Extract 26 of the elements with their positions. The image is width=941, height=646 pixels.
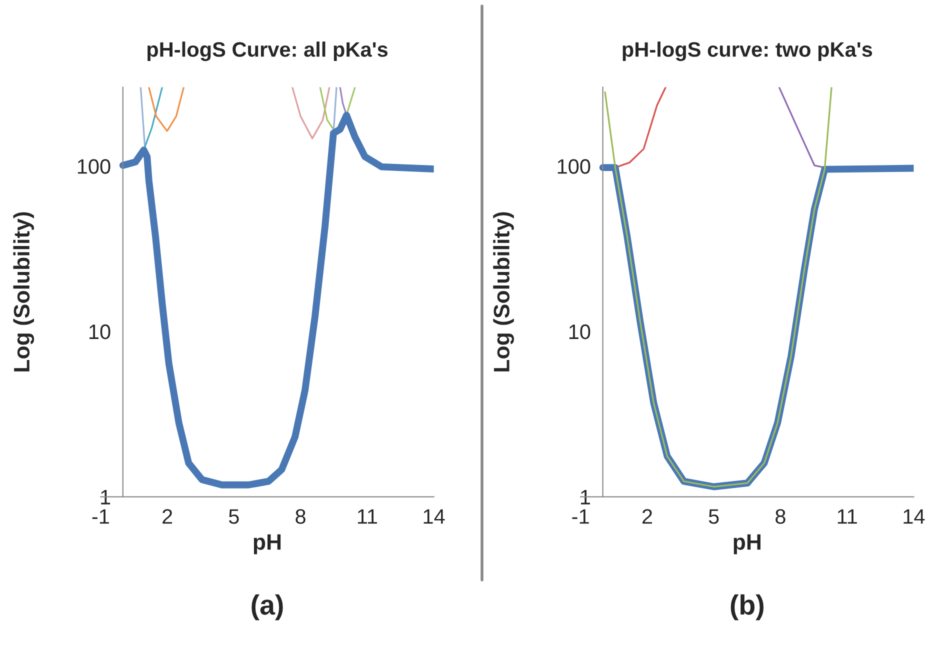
x-tick-label: 11 [838, 509, 857, 524]
chart-title: pH-logS curve: two pKa's [622, 42, 872, 62]
x-tick-label: -1 [572, 509, 589, 524]
x-tick-label: 5 [708, 509, 719, 524]
y-tick-label: 1 [101, 490, 110, 504]
y-axis-title: Log (Solubility) [493, 212, 514, 372]
y-tick-label: 100 [78, 159, 110, 174]
x-tick-label: 14 [424, 509, 445, 524]
x-tick-label: -1 [92, 509, 109, 524]
chart-title: pH-logS Curve: all pKa's [147, 42, 388, 62]
x-tick-label: 5 [228, 509, 239, 524]
y-tick-label: 1 [581, 490, 590, 504]
x-tick-label: 2 [162, 509, 172, 524]
x-tick-label: 11 [358, 509, 377, 524]
x-axis-title: pH [254, 534, 281, 554]
x-axis-title: pH [734, 534, 760, 554]
x-tick-label: 8 [776, 509, 786, 524]
y-tick-label: 10 [569, 324, 590, 340]
y-axis-title: Log (Solubility) [13, 212, 34, 372]
x-tick-label: 2 [642, 509, 652, 524]
y-tick-label: 10 [90, 324, 110, 340]
x-tick-label: 14 [904, 509, 925, 524]
y-tick-label: 100 [558, 159, 590, 174]
text: (a) [252, 594, 283, 620]
text: (b) [730, 594, 764, 620]
x-tick-label: 8 [296, 509, 306, 524]
